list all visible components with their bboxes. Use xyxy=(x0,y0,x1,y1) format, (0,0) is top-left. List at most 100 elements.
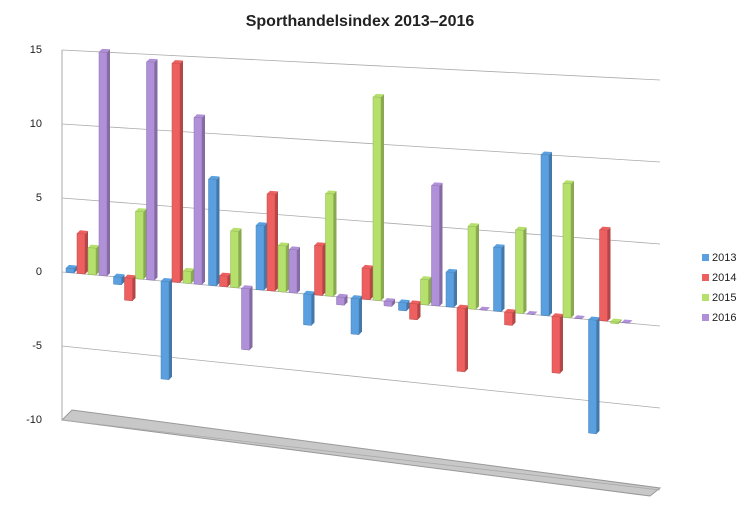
bar xyxy=(336,293,348,306)
bar xyxy=(230,227,242,289)
legend-label: 2014 xyxy=(712,272,736,284)
y-tick-label: -10 xyxy=(26,414,42,426)
bar-top xyxy=(77,230,88,234)
bar-top xyxy=(336,293,348,298)
bar-top xyxy=(230,227,242,232)
bar-front xyxy=(372,96,382,302)
bar-top xyxy=(541,151,552,155)
legend-label: 2015 xyxy=(712,292,736,304)
grid-line xyxy=(61,123,661,163)
bar-side xyxy=(264,222,267,291)
bar-top xyxy=(384,298,395,302)
bar-side xyxy=(607,227,611,322)
bar-top xyxy=(398,299,410,304)
bar xyxy=(551,313,563,374)
bar-top xyxy=(314,242,326,246)
bar-side xyxy=(238,228,242,288)
bar-front xyxy=(562,183,572,319)
bar xyxy=(65,264,77,274)
bar-side xyxy=(618,319,622,324)
bar-side xyxy=(454,269,457,308)
bar-top xyxy=(409,300,421,305)
bar-front xyxy=(266,193,276,292)
bar xyxy=(409,300,421,321)
bar xyxy=(383,298,395,307)
bar-top xyxy=(504,308,516,313)
bar-front xyxy=(314,245,323,296)
bar-top xyxy=(194,114,205,118)
bar xyxy=(445,268,457,308)
bar-top xyxy=(621,319,633,324)
bar-front xyxy=(361,267,371,301)
bar-top xyxy=(431,182,443,186)
bar-side xyxy=(191,268,194,284)
bar-side xyxy=(549,151,552,316)
bar xyxy=(193,114,205,285)
bar-top xyxy=(208,175,220,180)
bar-side xyxy=(121,274,125,285)
bar xyxy=(266,190,278,292)
bar-front xyxy=(241,287,250,351)
bar xyxy=(573,315,585,320)
bar-side xyxy=(107,49,110,277)
bar-front xyxy=(420,278,429,306)
bar-front xyxy=(551,315,561,374)
y-tick-label: 15 xyxy=(30,44,42,56)
bar-side xyxy=(227,273,231,287)
bar xyxy=(135,208,147,280)
legend-swatch xyxy=(702,314,709,321)
bar-front xyxy=(277,245,287,293)
bar xyxy=(361,264,373,301)
bar-side xyxy=(74,265,77,274)
bar-side xyxy=(560,313,563,374)
bar-side xyxy=(132,275,136,301)
bar-side xyxy=(571,180,574,318)
bar xyxy=(478,306,490,311)
bar-side xyxy=(96,245,99,276)
bar xyxy=(350,295,362,335)
bar xyxy=(372,93,384,302)
bar-front xyxy=(65,267,75,274)
bar-top xyxy=(161,277,172,282)
bar-side xyxy=(501,244,505,312)
bar-front xyxy=(445,271,455,308)
bar xyxy=(303,290,315,326)
bar-side xyxy=(428,276,432,306)
bar-side xyxy=(523,227,527,314)
bar-top xyxy=(172,60,183,64)
bar xyxy=(160,277,172,381)
bar-top xyxy=(552,313,563,317)
bar-top xyxy=(479,306,490,311)
bar xyxy=(171,60,183,283)
bar-top xyxy=(610,318,622,323)
bar-side xyxy=(370,265,373,300)
bar-front xyxy=(193,116,203,285)
bar xyxy=(562,180,574,319)
bar-front xyxy=(288,249,298,294)
bar-front xyxy=(493,246,502,312)
bar xyxy=(325,190,337,297)
bar-side xyxy=(465,305,468,372)
bar-top xyxy=(446,268,457,273)
bar-top xyxy=(588,316,600,321)
bar-top xyxy=(113,273,125,278)
grid-line xyxy=(61,49,661,81)
bar-front xyxy=(573,317,583,320)
bar-top xyxy=(146,58,158,63)
bar-front xyxy=(336,296,345,306)
y-tick-label: 10 xyxy=(30,118,42,130)
bar xyxy=(288,246,300,294)
bar-side xyxy=(180,60,183,283)
bar-top xyxy=(574,315,585,319)
bar-front xyxy=(146,61,155,281)
bar-side xyxy=(476,223,479,310)
bar-top xyxy=(66,264,77,269)
bar-front xyxy=(467,225,477,310)
bar-front xyxy=(87,247,97,276)
bar-top xyxy=(88,244,99,249)
bar-top xyxy=(420,276,432,280)
bar xyxy=(241,285,253,351)
bar-top xyxy=(241,285,253,289)
legend-label: 2013 xyxy=(712,252,736,264)
